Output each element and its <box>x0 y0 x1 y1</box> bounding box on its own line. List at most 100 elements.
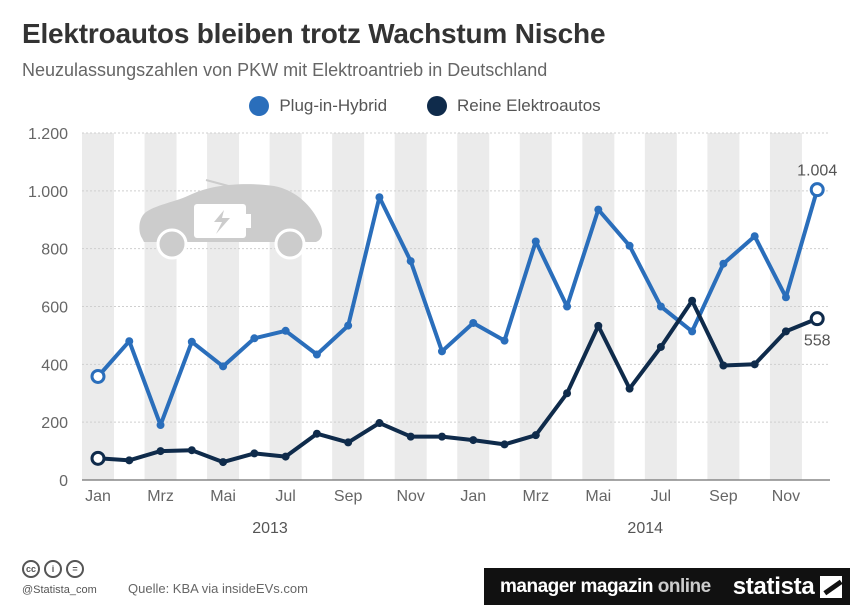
data-point <box>219 362 228 371</box>
data-point <box>469 436 478 445</box>
data-point <box>375 419 384 428</box>
x-tick-label: Nov <box>396 488 424 505</box>
legend-label-reine-elektroautos: Reine Elektroautos <box>457 96 601 115</box>
data-point <box>750 360 759 369</box>
data-point <box>375 193 384 202</box>
data-point <box>656 342 665 351</box>
attribution-icon: i <box>44 560 62 578</box>
data-point <box>250 449 259 458</box>
data-point <box>531 431 540 440</box>
license-icons: cc i = <box>22 560 84 578</box>
legend-swatch-reine-elektroautos <box>427 96 448 116</box>
statista-handle: @Statista_com <box>22 584 97 596</box>
data-point <box>219 458 228 467</box>
data-label: 1.004 <box>797 163 837 180</box>
x-tick-label: Mai <box>585 488 611 505</box>
series-points <box>90 182 825 467</box>
brand-bar: manager magazin online statista <box>484 568 850 605</box>
statista-logo-text: statista <box>732 572 815 600</box>
y-tick-label: 800 <box>41 242 68 259</box>
series-line-0 <box>96 187 820 428</box>
series-line-1 <box>96 298 820 465</box>
data-point <box>437 432 446 441</box>
x-tick-label: Jan <box>460 488 486 505</box>
year-label: 2014 <box>627 520 663 537</box>
data-point <box>469 318 478 327</box>
data-point <box>594 205 603 214</box>
data-point <box>563 389 572 398</box>
data-point <box>156 447 165 456</box>
x-tick-label: Jan <box>85 488 111 505</box>
series-lines <box>96 187 820 465</box>
data-point <box>312 429 321 438</box>
x-tick-label: Jul <box>651 488 671 505</box>
data-point <box>809 311 825 327</box>
data-point <box>250 334 259 343</box>
data-point <box>90 368 106 384</box>
data-point <box>156 421 165 430</box>
data-point <box>625 384 634 393</box>
brand-mm-text: manager magazin <box>500 575 654 597</box>
data-point <box>281 326 290 335</box>
data-point <box>187 337 196 346</box>
legend-item-reine-elektroautos: Reine Elektroautos <box>427 96 601 116</box>
x-axis: Jan Mrz Mai Jul Sep Nov Jan Mrz Mai Jul Sep Nov 2013… <box>85 488 800 537</box>
data-point <box>688 327 697 336</box>
year-label: 2013 <box>252 520 288 537</box>
brand-online-text: online <box>657 575 711 597</box>
x-tick-label: Sep <box>709 488 738 505</box>
data-point <box>781 327 790 336</box>
y-tick-label: 200 <box>41 415 68 432</box>
x-tick-label: Sep <box>334 488 363 505</box>
data-point <box>563 302 572 311</box>
data-label: 558 <box>804 333 831 350</box>
data-labels: 1.004 558 <box>797 163 837 350</box>
y-tick-label: 1.000 <box>28 184 68 201</box>
x-tick-label: Mrz <box>522 488 549 505</box>
data-point <box>719 259 728 268</box>
data-point <box>500 336 509 345</box>
data-point <box>688 296 697 305</box>
data-point <box>281 452 290 461</box>
data-point <box>125 456 134 465</box>
data-point <box>781 293 790 302</box>
y-tick-label: 0 <box>59 473 68 490</box>
chart-title: Elektroautos bleiben trotz Wachstum Nisc… <box>22 18 606 49</box>
chart-legend: Plug-in-Hybrid Reine Elektroautos <box>0 96 850 116</box>
data-point <box>656 302 665 311</box>
y-tick-label: 1.200 <box>28 126 68 143</box>
data-point <box>312 350 321 359</box>
no-derivatives-icon: = <box>66 560 84 578</box>
y-axis: 0 200 400 600 800 1.000 1.200 <box>28 126 68 490</box>
data-point <box>750 232 759 241</box>
legend-item-plug-in-hybrid: Plug-in-Hybrid <box>249 96 387 116</box>
data-point <box>500 440 509 449</box>
footer: cc i = @Statista_com Quelle: KBA via ins… <box>0 560 850 605</box>
x-tick-label: Jul <box>275 488 295 505</box>
line-chart: 0 200 400 600 800 1.000 1.200 Jan Mrz Mai Jul Sep N… <box>28 126 837 537</box>
data-point <box>594 321 603 330</box>
data-point <box>187 446 196 455</box>
electric-car-icon <box>139 179 323 260</box>
data-point <box>719 361 728 370</box>
data-point <box>809 182 825 198</box>
data-point <box>406 432 415 441</box>
data-point <box>125 337 134 346</box>
data-point <box>531 237 540 246</box>
legend-label-plug-in-hybrid: Plug-in-Hybrid <box>279 96 388 115</box>
y-tick-label: 600 <box>41 300 68 317</box>
cc-icon: cc <box>22 560 40 578</box>
data-point <box>344 438 353 447</box>
source-note: Quelle: KBA via insideEVs.com <box>128 581 308 596</box>
x-tick-label: Mrz <box>147 488 174 505</box>
data-point <box>90 450 106 466</box>
data-point <box>437 347 446 356</box>
data-point <box>344 321 353 330</box>
x-tick-label: Nov <box>772 488 800 505</box>
manager-magazin-logo: manager magazin online <box>500 576 711 598</box>
x-tick-label: Mai <box>210 488 236 505</box>
statista-logo-icon <box>820 575 843 598</box>
data-point <box>625 241 634 250</box>
legend-swatch-plug-in-hybrid <box>249 96 270 116</box>
data-point <box>406 257 415 266</box>
